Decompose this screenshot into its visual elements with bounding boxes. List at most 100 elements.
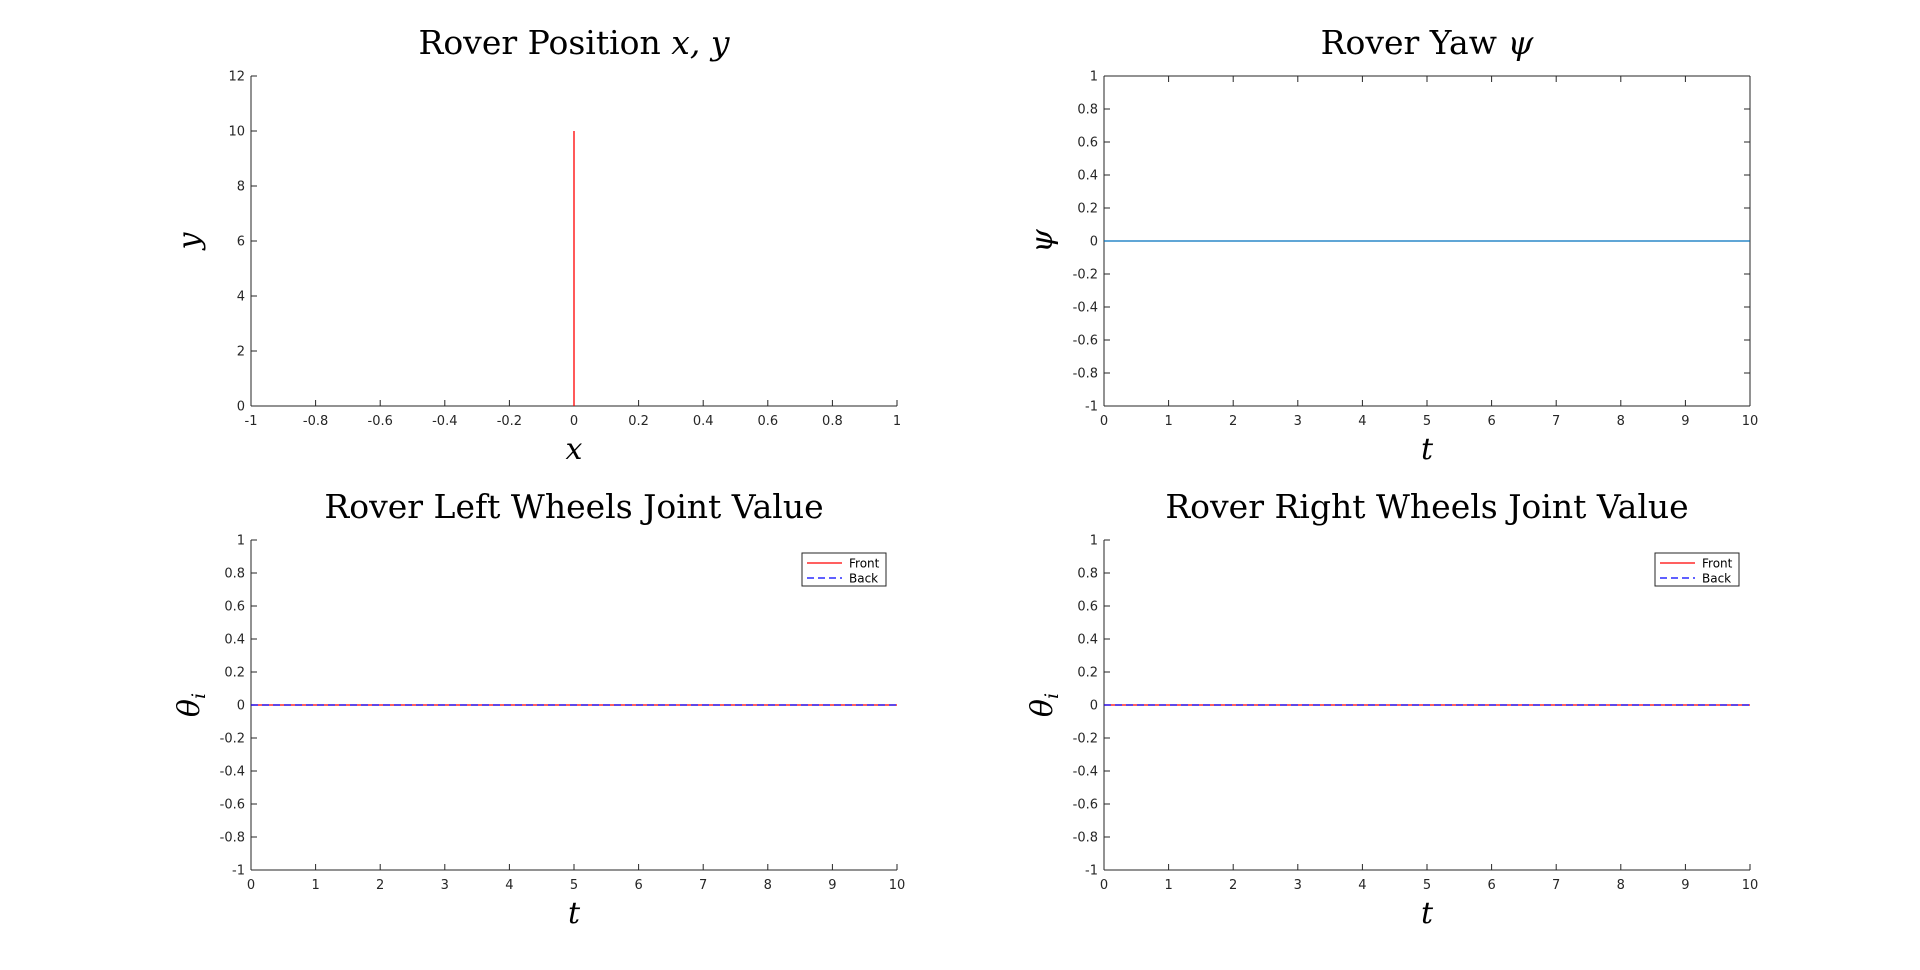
y-tick-label: 0.6 [1077,600,1098,615]
x-axis-label: t [1421,432,1434,467]
x-tick-label: 5 [570,878,578,893]
x-tick-label: 6 [1487,878,1495,893]
y-tick-label: 0.2 [1077,202,1098,217]
y-tick-label: 0.8 [224,567,245,582]
y-tick-label: 8 [237,180,245,195]
chart-title-part: ψ [1507,23,1534,62]
y-tick-label: -0.2 [220,732,245,747]
chart-title: Rover Yaw ψ [1321,23,1535,62]
y-tick-label: 6 [237,235,245,250]
y-tick-label: 0.4 [1077,169,1098,184]
y-tick-label: 1 [237,534,245,549]
x-tick-label: 10 [1742,878,1759,893]
y-tick-label: -0.2 [1073,732,1098,747]
y-tick-label: 0.6 [224,600,245,615]
x-tick-label: -0.6 [368,414,393,429]
x-tick-label: 3 [441,878,449,893]
x-tick-label: 9 [1681,414,1689,429]
x-axis-label: t [1421,896,1434,931]
y-tick-label: -0.8 [1073,831,1098,846]
y-axis-label-subscript: i [188,693,210,699]
y-axis-label-subscript: i [1041,693,1063,699]
y-tick-label: 0.8 [1077,103,1098,118]
x-tick-label: 10 [1742,414,1759,429]
y-axis-label-main: θ [172,699,207,717]
y-axis-label-main: y [172,231,207,251]
y-tick-label: -1 [232,864,245,879]
chart-left-wheels: 0 1 2 3 4 5 6 7 8 9 10 -1 -0.8 -0.6 -0.4 -0.2 0 0.2 0.4 0.6… [172,487,905,931]
legend-label-back: Back [1702,572,1731,586]
y-axis-label: ψ [1025,229,1060,253]
x-tick-label: 0 [247,878,255,893]
x-tick-label: 7 [1552,414,1560,429]
x-tick-label: 0.4 [693,414,714,429]
y-tick-label: 0.6 [1077,136,1098,151]
x-tick-label: -0.2 [497,414,522,429]
y-tick-label: -1 [1085,864,1098,879]
chart-title: Rover Right Wheels Joint Value [1165,487,1688,526]
y-tick-label: -0.6 [220,798,245,813]
x-tick-label: 4 [505,878,513,893]
y-tick-label: 0.4 [224,633,245,648]
x-tick-label: 9 [1681,878,1689,893]
y-tick-label: 0.8 [1077,567,1098,582]
y-tick-label: 0 [1090,235,1098,250]
chart-title-part: Rover Position [418,23,671,62]
x-tick-label: 3 [1294,414,1302,429]
x-tick-label: 7 [1552,878,1560,893]
chart-title-part: Rover Yaw [1321,23,1508,62]
y-tick-label: 10 [228,125,245,140]
x-tick-label: 8 [1617,414,1625,429]
y-tick-label: 4 [237,290,245,305]
x-tick-label: -1 [245,414,258,429]
x-tick-label: 8 [1617,878,1625,893]
y-tick-label: -0.6 [1073,798,1098,813]
chart-title-part: Rover Right Wheels Joint Value [1165,487,1688,526]
legend-box [1654,552,1740,587]
chart-right-wheels: 0 1 2 3 4 5 6 7 8 9 10 -1 -0.8 -0.6 -0.4 -0.2 0 0.2 0.4 0.6… [1025,487,1758,931]
x-axis-label: t [568,896,581,931]
chart-title: Rover Position x, y [418,23,729,62]
chart-title: Rover Left Wheels Joint Value [324,487,823,526]
y-tick-label: 0.4 [1077,633,1098,648]
x-tick-label: 0.6 [757,414,778,429]
y-axis-label: y [172,231,207,251]
y-tick-label: 0 [237,699,245,714]
y-tick-label: 1 [1090,70,1098,85]
x-tick-label: 1 [893,414,901,429]
y-tick-label: -0.2 [1073,268,1098,283]
x-tick-label: 0 [1100,414,1108,429]
x-tick-label: 0 [570,414,578,429]
y-tick-label: 12 [228,70,245,85]
y-axis-label: θi [1025,693,1063,717]
chart-title-part: x, y [671,23,730,62]
chart-title-part: Rover Left Wheels Joint Value [324,487,823,526]
x-tick-label: 8 [764,878,772,893]
y-tick-label: -0.4 [1073,301,1098,316]
x-tick-label: 2 [1229,414,1237,429]
x-tick-label: 9 [828,878,836,893]
x-tick-label: 6 [1487,414,1495,429]
x-tick-label: 0.8 [822,414,843,429]
y-tick-label: -0.6 [1073,334,1098,349]
x-axis-label: x [566,432,583,467]
legend-label-front: Front [849,557,880,571]
x-tick-label: 2 [1229,878,1237,893]
y-tick-label: 0 [1090,699,1098,714]
x-tick-label: 7 [699,878,707,893]
y-tick-label: 1 [1090,534,1098,549]
y-tick-label: -1 [1085,400,1098,415]
x-tick-label: 5 [1423,878,1431,893]
legend-label-back: Back [849,572,878,586]
y-tick-label: -0.8 [1073,367,1098,382]
y-tick-label: -0.8 [220,831,245,846]
legend-label-front: Front [1702,557,1733,571]
x-tick-label: 0 [1100,878,1108,893]
x-tick-label: 1 [1164,878,1172,893]
x-tick-label: 5 [1423,414,1431,429]
x-tick-label: 0.2 [628,414,649,429]
y-axis-label: θi [172,693,210,717]
y-tick-label: -0.4 [220,765,245,780]
x-tick-label: 3 [1294,878,1302,893]
